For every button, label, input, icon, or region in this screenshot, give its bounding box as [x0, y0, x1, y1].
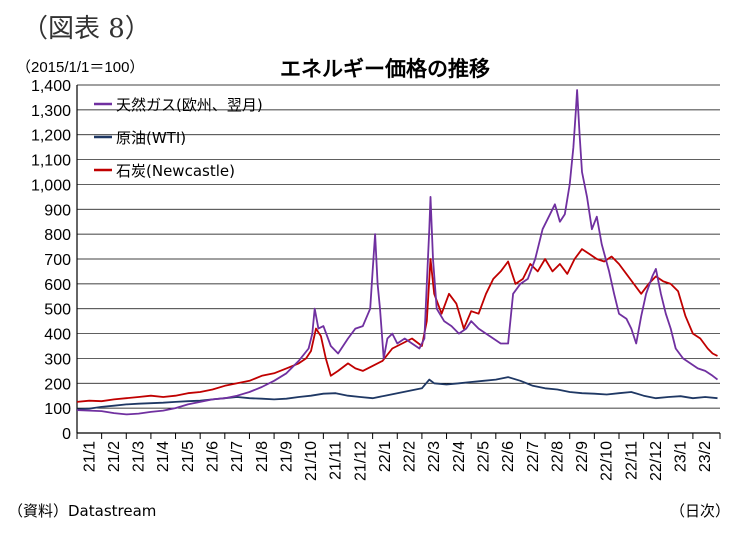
- y-tick-label: 900: [44, 202, 71, 219]
- legend-label: 天然ガス(欧州、翌月): [116, 96, 263, 114]
- series-line-0: [76, 89, 719, 416]
- x-tick-label: 21/8: [254, 441, 271, 472]
- y-tick-label: 1,000: [31, 177, 71, 194]
- x-axis-ticks: 21/1 21/2 21/3 21/4 21/5 21/6 21/7 21/8 21/9 21/1…: [76, 433, 721, 481]
- data-series: [76, 89, 719, 416]
- y-tick-label: 800: [44, 227, 71, 244]
- x-tick-label: 22/1: [377, 441, 394, 472]
- series-line-1: [76, 376, 718, 411]
- y-tick-label: 0: [62, 426, 71, 443]
- y-tick-label: 500: [44, 302, 71, 319]
- x-tick-label: 21/6: [204, 441, 221, 472]
- source-note: （資料）Datastream: [8, 502, 157, 520]
- x-tick-label: 22/6: [500, 441, 517, 472]
- x-tick-label: 23/1: [673, 441, 690, 472]
- x-tick-label: 22/12: [648, 441, 665, 481]
- x-tick-label: 21/12: [352, 441, 369, 481]
- x-tick-label: 22/9: [574, 441, 591, 472]
- figure-label: （図表 8）: [22, 14, 151, 44]
- grid-lines: [76, 84, 720, 434]
- legend-label: 原油(WTI): [116, 129, 186, 147]
- legend-label: 石炭(Newcastle): [116, 162, 235, 180]
- legend: 天然ガス(欧州、翌月) 原油(WTI) 石炭(Newcastle): [94, 96, 263, 180]
- y-tick-label: 1,400: [31, 78, 71, 95]
- x-tick-label: 21/5: [180, 441, 197, 472]
- y-axis-unit-label: （2015/1/1＝100）: [16, 59, 144, 76]
- x-tick-label: 21/7: [229, 441, 246, 472]
- y-tick-label: 1,200: [31, 128, 71, 145]
- x-axis-unit-note: （日次）: [669, 502, 730, 520]
- y-tick-label: 1,300: [31, 103, 71, 120]
- x-tick-label: 22/2: [402, 441, 419, 472]
- x-tick-label: 22/5: [475, 441, 492, 472]
- x-tick-label: 21/1: [81, 441, 98, 472]
- x-tick-label: 22/4: [451, 441, 468, 472]
- x-tick-label: 21/3: [131, 441, 148, 472]
- x-tick-label: 22/11: [623, 441, 640, 480]
- x-tick-label: 22/3: [426, 441, 443, 472]
- x-tick-label: 21/9: [278, 441, 295, 472]
- y-tick-label: 1,100: [31, 153, 71, 170]
- x-tick-label: 21/2: [106, 441, 123, 472]
- y-tick-label: 100: [44, 401, 71, 418]
- x-tick-label: 21/10: [303, 441, 320, 481]
- x-tick-label: 21/4: [155, 441, 172, 472]
- x-tick-label: 22/8: [549, 441, 566, 472]
- x-tick-label: 22/10: [599, 441, 616, 481]
- y-tick-label: 200: [44, 376, 71, 393]
- x-tick-label: 22/7: [525, 441, 542, 472]
- chart-title: エネルギー価格の推移: [280, 57, 490, 81]
- y-axis-ticks: 0 100 200 300 400 500 600 700 800 900 1,000 1,100 1,…: [31, 78, 71, 443]
- x-tick-label: 23/2: [697, 441, 714, 472]
- y-tick-label: 300: [44, 351, 71, 368]
- x-tick-label: 21/11: [328, 441, 345, 480]
- y-tick-label: 600: [44, 277, 71, 294]
- y-tick-label: 700: [44, 252, 71, 269]
- series-line-2: [76, 248, 718, 403]
- y-tick-label: 400: [44, 327, 71, 344]
